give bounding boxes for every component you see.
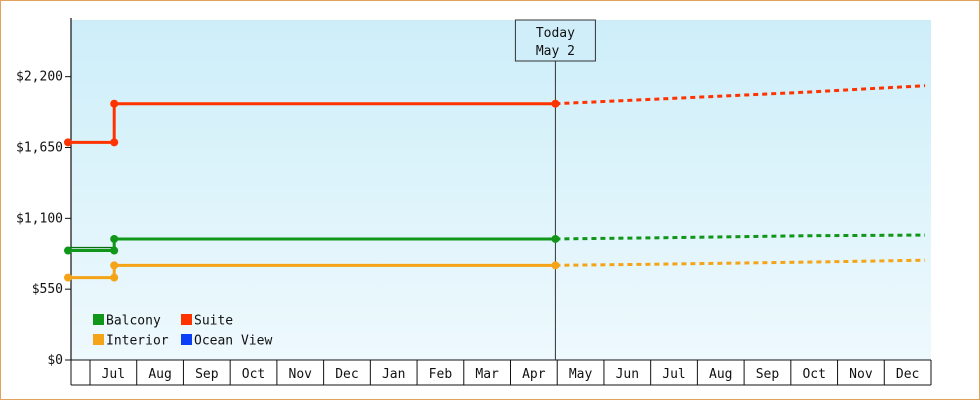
x-month-label: Jan (382, 367, 405, 382)
legend-label-balcony: Balcony (106, 314, 161, 329)
x-month-label: Oct (242, 367, 265, 382)
x-month-label: Dec (335, 367, 358, 382)
today-box (514, 19, 596, 62)
x-month-label: Jul (102, 367, 125, 382)
suite-point (64, 138, 72, 147)
balcony-point (110, 234, 119, 243)
balcony-forecast-line (555, 233, 926, 241)
suite-point (110, 99, 119, 108)
interior-forecast-line (555, 258, 926, 267)
x-month-label: Jun (616, 367, 639, 382)
x-month-label: Oct (802, 367, 825, 382)
x-month-label: Sep (195, 367, 219, 382)
interior-point (64, 273, 72, 282)
suite-point (110, 138, 119, 147)
y-tick-label: $0 (47, 353, 63, 368)
x-month-label: Feb (429, 367, 453, 382)
legend-label-interior: Interior (106, 334, 169, 349)
interior-line (68, 263, 556, 280)
y-tick-label: $1,650 (16, 141, 63, 156)
interior-point (551, 261, 560, 270)
suite-point (551, 99, 560, 108)
x-month-label: Apr (522, 367, 546, 382)
plot-background (71, 20, 931, 360)
suite-forecast-line (555, 84, 926, 106)
x-month-label: Jul (662, 367, 685, 382)
x-month-label: Nov (849, 367, 873, 382)
balcony-line (68, 237, 556, 253)
y-tick-label: $550 (32, 282, 63, 297)
legend-label-suite: Suite (194, 314, 233, 329)
suite-line (68, 102, 556, 144)
legend-swatch-suite (181, 314, 192, 325)
y-tick-label: $2,200 (16, 70, 63, 85)
x-month-label: Aug (709, 367, 732, 382)
balcony-point (551, 234, 560, 243)
x-month-label: Aug (148, 367, 171, 382)
legend-swatch-interior (93, 334, 104, 345)
today-date-label: May 2 (536, 44, 575, 59)
legend-swatch-ocean-view (181, 334, 192, 345)
x-month-label: May (569, 367, 593, 382)
y-tick-label: $1,100 (16, 211, 63, 226)
balcony-point (110, 246, 119, 255)
today-label: Today (536, 26, 575, 41)
x-month-label: Mar (475, 367, 499, 382)
interior-point (110, 273, 119, 282)
legend-label-ocean-view: Ocean View (194, 334, 272, 349)
x-month-label: Nov (289, 367, 313, 382)
x-month-label: Sep (756, 367, 780, 382)
interior-point (110, 261, 119, 270)
balcony-point (64, 246, 72, 255)
x-month-label: Dec (896, 367, 919, 382)
legend-swatch-balcony (93, 314, 104, 325)
